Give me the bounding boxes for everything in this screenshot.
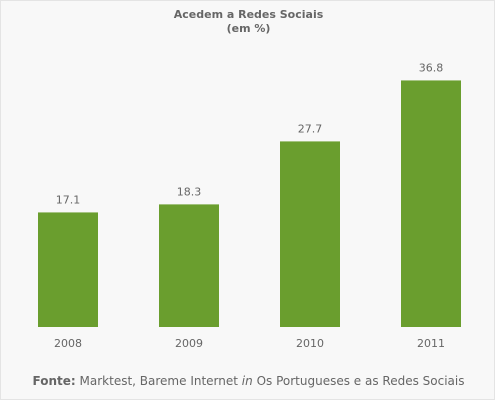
bar-2010 <box>280 141 340 327</box>
source-note: Fonte: Marktest, Bareme Internet in Os P… <box>32 374 465 388</box>
chart-title: Acedem a Redes Sociais <box>173 8 324 21</box>
bar-2008 <box>38 212 98 327</box>
source-italic: in <box>241 374 253 388</box>
bar-chart: 17.1 2008 18.3 2009 27.7 2010 36.8 2011 <box>38 61 461 350</box>
x-tick-label-2011: 2011 <box>417 337 445 350</box>
value-label-2010: 27.7 <box>298 122 323 135</box>
bar-2011 <box>401 80 461 327</box>
chart-title-block: Acedem a Redes Sociais (em %) <box>1 8 495 36</box>
x-tick-label-2008: 2008 <box>54 337 82 350</box>
value-label-2008: 17.1 <box>56 193 81 206</box>
source-prefix: Fonte <box>32 374 71 388</box>
chart-subtitle: (em %) <box>226 22 271 35</box>
bar-2009 <box>159 204 219 327</box>
x-tick-label-2009: 2009 <box>175 337 203 350</box>
source-text-a: Marktest, Bareme Internet <box>79 374 242 388</box>
x-tick-label-2010: 2010 <box>296 337 324 350</box>
value-label-2011: 36.8 <box>419 61 444 74</box>
value-label-2009: 18.3 <box>177 185 202 198</box>
source-text-b: Os Portugueses e as Redes Sociais <box>252 374 465 388</box>
